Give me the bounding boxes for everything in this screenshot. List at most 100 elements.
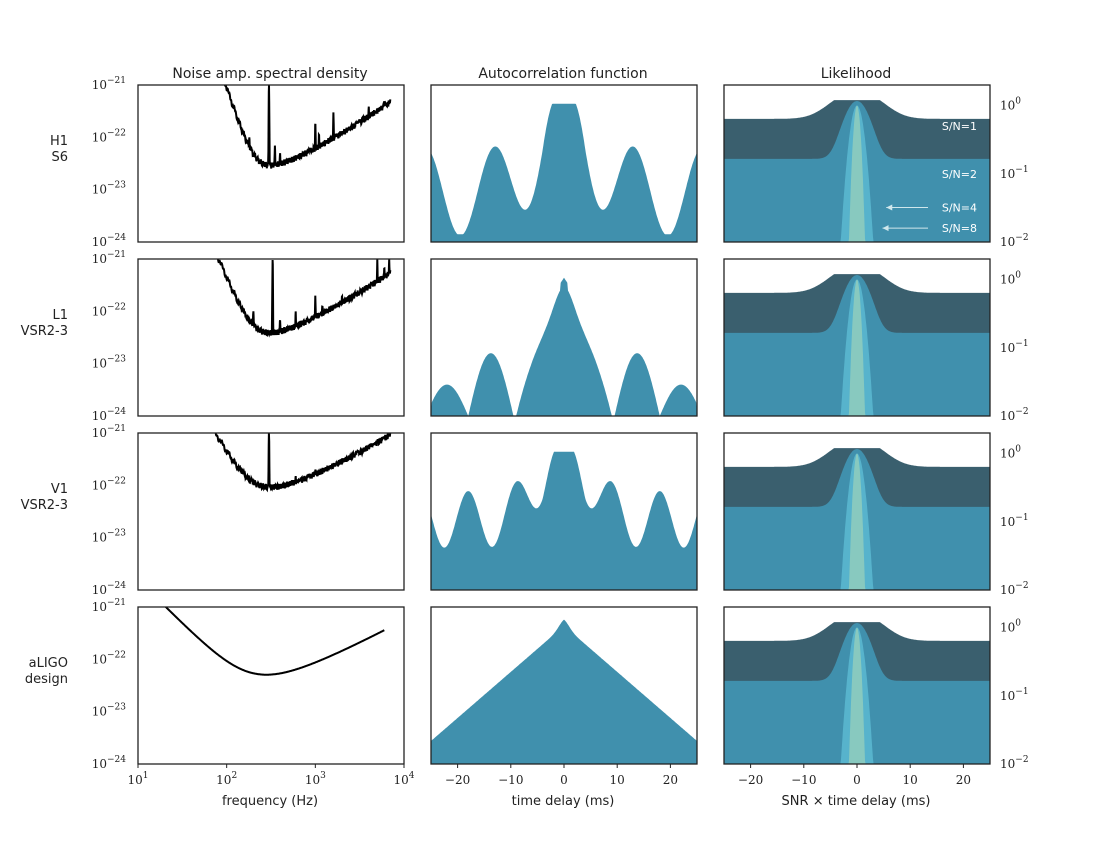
acf-area (431, 451, 697, 590)
asd-ytick-label: 10−23 (92, 703, 127, 719)
asd-ytick-label: 10−22 (92, 476, 126, 492)
asd-panel-row-2: 10−21 10−22 10−23 10−24 (92, 424, 405, 597)
likelihood-panel-row-3: 100 10−1 10−2 −20 −10 0 10 20 (723, 606, 1029, 787)
column-title-likelihood: Likelihood (821, 66, 892, 82)
likelihood-ytick-label: 10−1 (1000, 513, 1029, 529)
asd-ytick-label: 10−21 (92, 598, 126, 614)
asd-curve (214, 433, 392, 493)
asd-frame (137, 84, 405, 243)
acf-area (431, 619, 697, 764)
likelihood-panel-row-1: 100 10−1 10−2 (723, 258, 1029, 423)
asd-ytick-label: 10−22 (92, 128, 126, 144)
asd-ytick-label: 10−23 (92, 529, 127, 545)
asd-frame (137, 432, 405, 591)
acf-frame (430, 84, 698, 243)
asd-ytick-label: 10−24 (92, 407, 127, 423)
likelihood-frame (723, 84, 991, 243)
likelihood-ytick-label: 10−1 (1000, 339, 1029, 355)
acf-frame (430, 432, 698, 591)
asd-xtick-label: 104 (393, 771, 414, 787)
likelihood-panel-row-2: 100 10−1 10−2 (723, 432, 1029, 597)
acf-panel-row-0 (430, 84, 698, 243)
likelihood-ytick-label: 10−1 (1000, 165, 1029, 181)
likelihood-ytick-label: 10−2 (1000, 407, 1029, 423)
asd-ytick-label: 10−24 (92, 233, 127, 249)
likelihood-ytick-label: 100 (1000, 271, 1021, 287)
likelihood-frame (723, 432, 991, 591)
likelihood-xtick-label: −20 (738, 773, 763, 787)
likelihood-area-snr-8 (724, 279, 990, 416)
row-label-v1-line2: VSR2-3 (21, 498, 68, 513)
acf-xtick-label: −10 (498, 773, 523, 787)
row-label-h1-line1: H1 (50, 134, 68, 149)
acf-frame (430, 258, 698, 417)
acf-area (431, 277, 697, 416)
row-label-l1-line1: L1 (52, 308, 68, 323)
likelihood-ytick-label: 100 (1000, 97, 1021, 113)
acf-xtick-label: 20 (663, 773, 678, 787)
asd-curve (164, 607, 385, 676)
likelihood-ytick-label: 10−1 (1000, 687, 1029, 703)
snr-arrowhead (882, 225, 889, 232)
asd-ytick-label: 10−22 (92, 302, 126, 318)
x-label-likelihood: SNR × time delay (ms) (782, 794, 931, 809)
asd-ytick-label: 10−24 (92, 581, 127, 597)
snr-arrowhead (886, 204, 893, 211)
likelihood-ytick-label: 10−2 (1000, 755, 1029, 771)
x-label-acf: time delay (ms) (512, 794, 615, 809)
panels: 10−2110−2210−2310−2410010−110−2S/N=1S/N=… (92, 76, 1029, 787)
acf-panel-row-2 (430, 432, 698, 591)
likelihood-xtick-label: 0 (853, 773, 861, 787)
acf-panel-row-1 (430, 258, 698, 417)
asd-panel-row-0: 10−21 10−22 10−23 10−24 (92, 76, 405, 249)
likelihood-ytick-label: 100 (1000, 445, 1021, 461)
x-axis-labels: frequency (Hz) time delay (ms) SNR × tim… (222, 794, 930, 809)
likelihood-area-snr-8 (724, 627, 990, 764)
asd-xtick-label: 102 (216, 771, 237, 787)
asd-ytick-label: 10−21 (92, 424, 126, 440)
snr-label: S/N=4 (942, 202, 977, 215)
asd-frame (137, 258, 405, 417)
asd-curve (223, 85, 392, 169)
asd-ytick-label: 10−21 (92, 76, 126, 92)
column-title-asd: Noise amp. spectral density (172, 66, 367, 82)
snr-label: S/N=8 (942, 222, 977, 235)
asd-frame (137, 606, 405, 765)
row-label-v1-line1: V1 (51, 482, 68, 497)
likelihood-ytick-label: 10−2 (1000, 233, 1029, 249)
asd-ytick-label: 10−23 (92, 181, 127, 197)
x-label-asd: frequency (Hz) (222, 794, 318, 809)
row-labels: H1 S6 L1 VSR2-3 V1 VSR2-3 aLIGO design (21, 134, 68, 687)
asd-curve (216, 259, 392, 338)
row-label-l1-line2: VSR2-3 (21, 324, 68, 339)
row-label-aligo-line2: design (25, 672, 68, 687)
acf-xtick-label: −20 (445, 773, 470, 787)
likelihood-xtick-label: −10 (791, 773, 816, 787)
snr-label: S/N=2 (942, 168, 977, 181)
snr-label: S/N=1 (942, 120, 977, 133)
asd-xtick-label: 101 (127, 771, 148, 787)
likelihood-xtick-label: 20 (956, 773, 971, 787)
asd-ytick-label: 10−24 (92, 755, 127, 771)
asd-panel-row-1: 10−21 10−22 10−23 10−24 (92, 250, 405, 423)
asd-ytick-label: 10−21 (92, 250, 126, 266)
acf-panel-row-3: −20 −10 0 10 20 (430, 606, 698, 787)
likelihood-area-snr-8 (724, 453, 990, 590)
row-label-aligo-line1: aLIGO (29, 656, 68, 671)
acf-area (431, 103, 697, 242)
likelihood-panel-row-0: 100 10−1 10−2 S/N=1 S/N=2 S/N=4 S/N=8 (723, 84, 1029, 249)
asd-ytick-label: 10−23 (92, 355, 127, 371)
likelihood-ytick-label: 100 (1000, 619, 1021, 635)
column-title-acf: Autocorrelation function (478, 66, 647, 82)
likelihood-frame (723, 258, 991, 417)
acf-xtick-label: 10 (610, 773, 625, 787)
acf-xtick-label: 0 (560, 773, 568, 787)
likelihood-xtick-label: 10 (903, 773, 918, 787)
column-titles: Noise amp. spectral density Autocorrelat… (172, 66, 891, 82)
asd-ytick-label: 10−22 (92, 650, 126, 666)
likelihood-ytick-label: 10−2 (1000, 581, 1029, 597)
asd-xtick-label: 103 (305, 771, 326, 787)
likelihood-area-snr-8 (724, 105, 990, 242)
